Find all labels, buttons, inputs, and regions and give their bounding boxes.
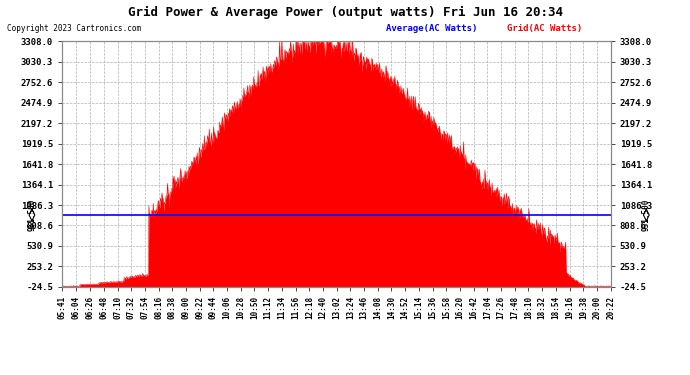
Text: Grid Power & Average Power (output watts) Fri Jun 16 20:34: Grid Power & Average Power (output watts… bbox=[128, 6, 562, 19]
Text: Copyright 2023 Cartronics.com: Copyright 2023 Cartronics.com bbox=[7, 24, 141, 33]
Text: 951.500: 951.500 bbox=[28, 199, 37, 231]
Text: 951.500: 951.500 bbox=[642, 199, 651, 231]
Text: Grid(AC Watts): Grid(AC Watts) bbox=[507, 24, 582, 33]
Text: Average(AC Watts): Average(AC Watts) bbox=[386, 24, 477, 33]
